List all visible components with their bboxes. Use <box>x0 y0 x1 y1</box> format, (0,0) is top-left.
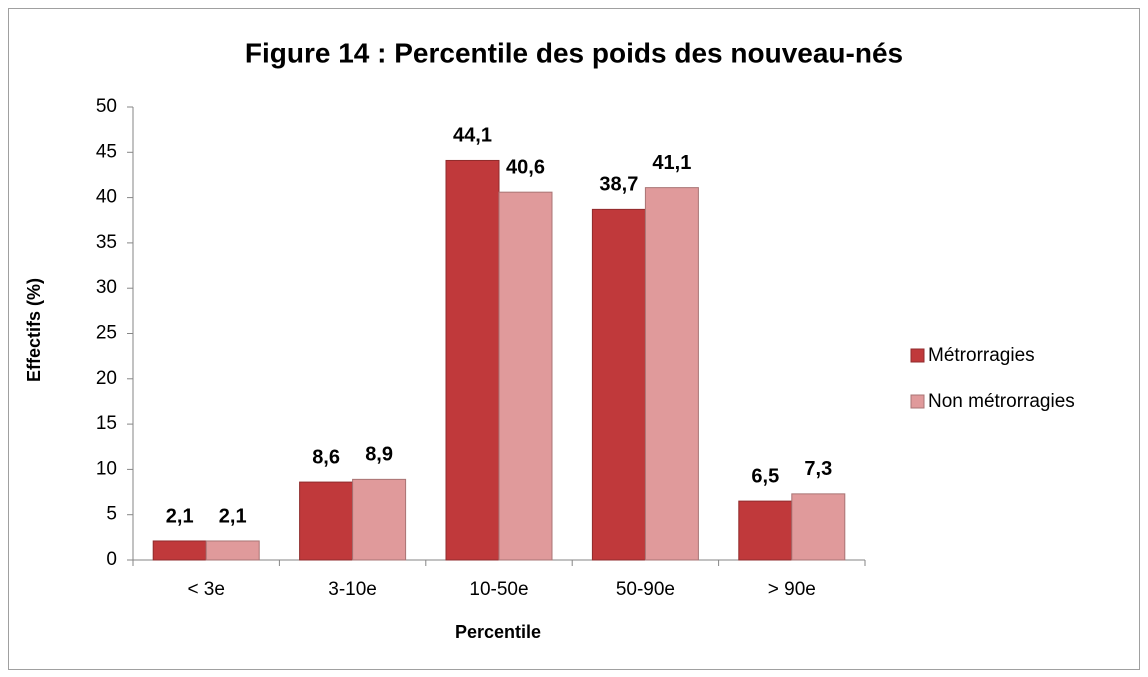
value-label: 7,3 <box>804 458 832 480</box>
chart-title: Figure 14 : Percentile des poids des nou… <box>245 37 903 68</box>
chart-border <box>8 8 1140 670</box>
y-tick-label: 50 <box>96 96 117 117</box>
legend-label: Non métrorragies <box>928 391 1075 412</box>
value-label: 2,1 <box>219 505 247 527</box>
y-axis-label: Effectifs (%) <box>24 278 44 382</box>
bar <box>644 187 699 561</box>
legend-label: Métrorragies <box>928 345 1035 366</box>
bar <box>445 159 500 561</box>
value-label: 44,1 <box>453 125 492 147</box>
y-tick-label: 40 <box>96 187 117 208</box>
bar <box>299 481 354 561</box>
legend-swatch <box>910 394 925 409</box>
x-axis-label: Percentile <box>455 622 541 642</box>
y-tick-label: 25 <box>96 323 117 344</box>
y-tick-label: 10 <box>96 458 117 479</box>
bar <box>205 540 260 561</box>
bar <box>498 191 553 561</box>
value-label: 40,6 <box>506 156 545 178</box>
x-tick-label: > 90e <box>768 579 816 600</box>
bar <box>591 208 646 561</box>
value-label: 6,5 <box>751 465 779 487</box>
y-tick-label: 5 <box>106 504 117 525</box>
legend-swatch <box>910 348 925 363</box>
y-tick-label: 20 <box>96 368 117 389</box>
value-label: 2,1 <box>166 505 194 527</box>
y-tick-label: 35 <box>96 232 117 253</box>
y-tick-label: 30 <box>96 277 117 298</box>
value-label: 38,7 <box>599 174 638 196</box>
y-tick-label: 0 <box>106 549 117 570</box>
value-label: 8,9 <box>365 444 393 466</box>
bar <box>791 493 846 561</box>
x-tick-label: < 3e <box>187 579 225 600</box>
y-tick-label: 45 <box>96 141 117 162</box>
x-tick-label: 50-90e <box>616 579 675 600</box>
x-tick-label: 10-50e <box>469 579 528 600</box>
bar <box>152 540 207 561</box>
x-tick-label: 3-10e <box>328 579 377 600</box>
bar <box>352 478 407 561</box>
bar <box>738 500 793 561</box>
value-label: 8,6 <box>312 446 340 468</box>
value-label: 41,1 <box>652 152 691 174</box>
y-tick-label: 15 <box>96 413 117 434</box>
